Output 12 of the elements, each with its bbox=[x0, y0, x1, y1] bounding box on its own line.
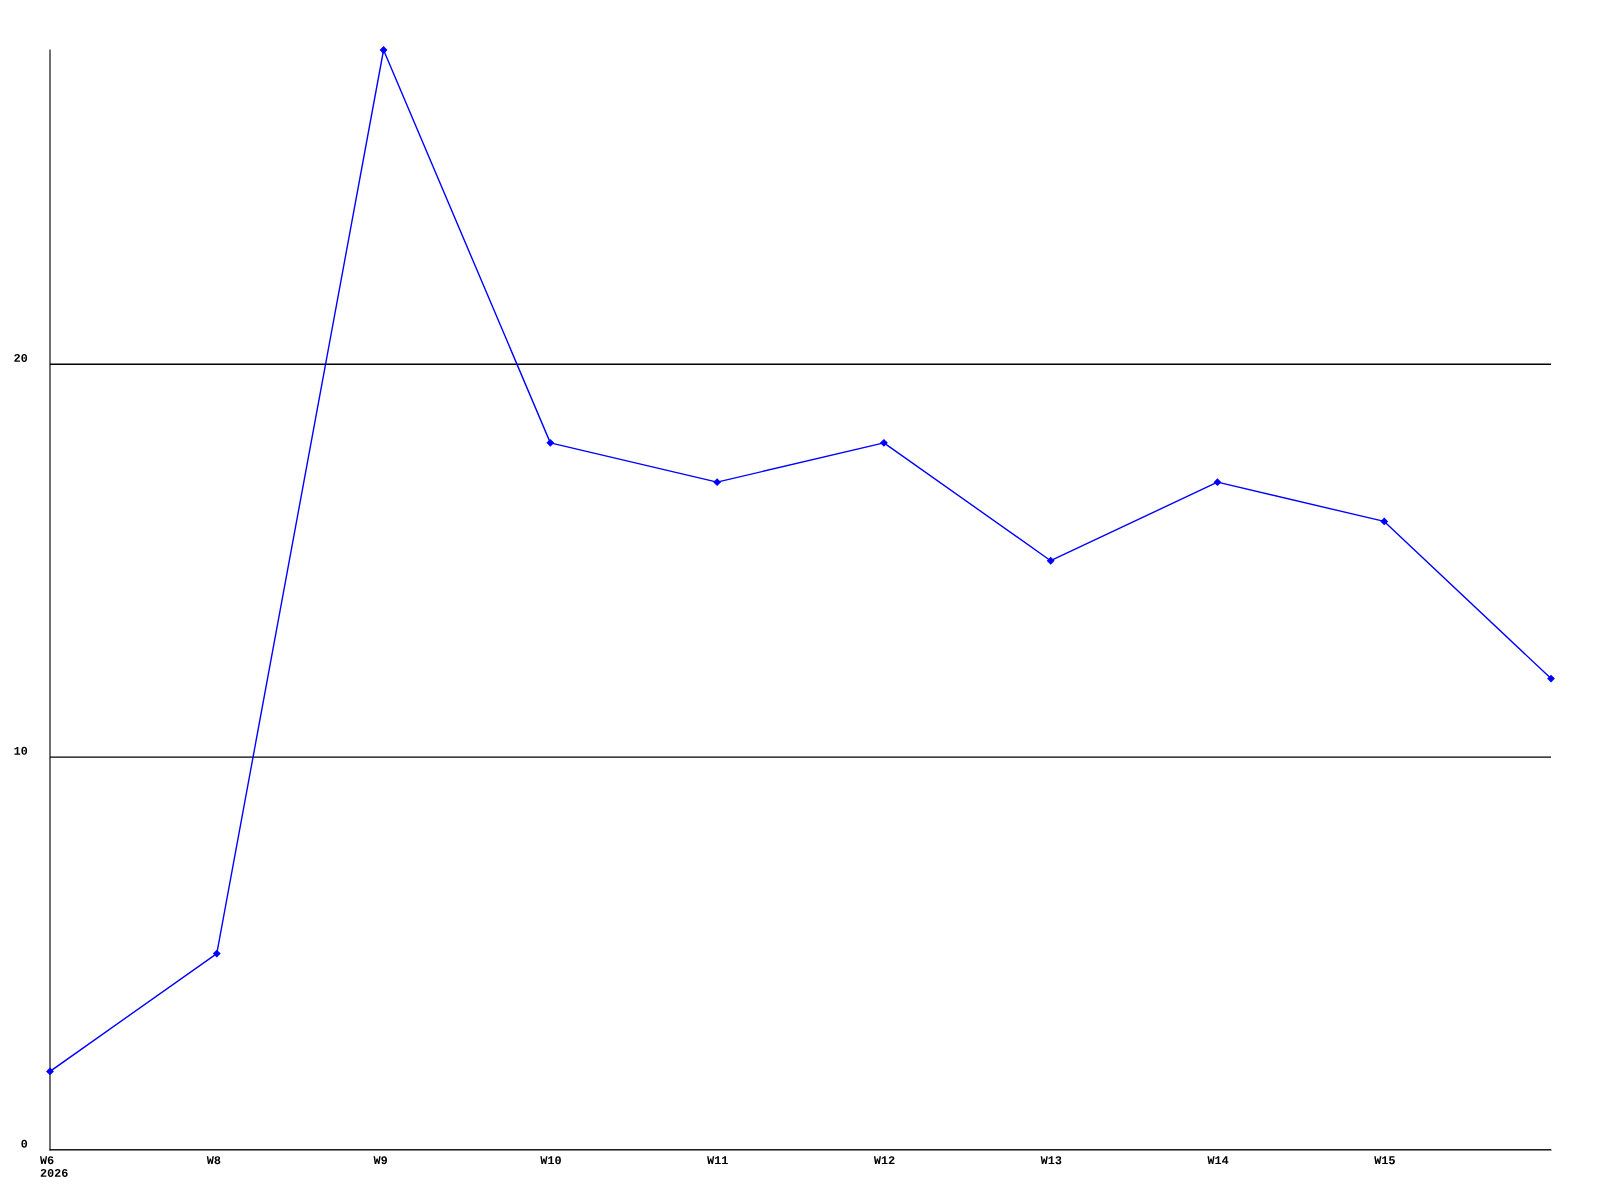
x-tick-label: W12 bbox=[873, 1156, 895, 1165]
x-tick-label: W9 bbox=[373, 1156, 388, 1165]
y-tick-label: 10 bbox=[14, 746, 28, 755]
x-tick-label: W8 bbox=[206, 1156, 221, 1165]
x-tick-label: W11 bbox=[707, 1156, 728, 1165]
x-tick-label: W10 bbox=[540, 1156, 561, 1165]
y-tick-label: 20 bbox=[14, 353, 28, 362]
x-tick-label: W15 bbox=[1374, 1156, 1395, 1165]
x-tick-label: W13 bbox=[1040, 1156, 1062, 1165]
y-tick-label: 0 bbox=[21, 1139, 28, 1148]
x-tick-label: W6 2026 bbox=[40, 1156, 68, 1177]
x-tick-label: W14 bbox=[1207, 1156, 1229, 1165]
